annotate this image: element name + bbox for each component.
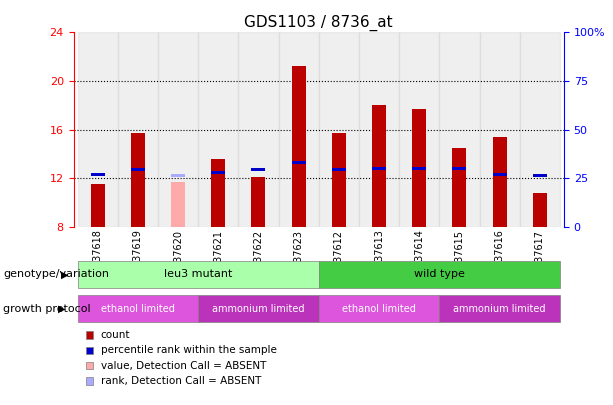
Bar [171,174,185,177]
Bar [479,32,520,227]
Bar [452,167,466,170]
Bar [412,167,426,170]
Bar [198,32,238,227]
Text: growth protocol: growth protocol [3,304,91,314]
Bar [319,32,359,227]
Text: percentile rank within the sample: percentile rank within the sample [101,345,276,355]
Bar [292,161,306,164]
Bar [412,109,426,227]
Bar [332,168,346,171]
Bar [493,173,507,176]
Bar [440,32,479,227]
Text: ▶: ▶ [61,269,69,279]
Bar [452,148,466,227]
Text: count: count [101,330,130,340]
Bar [359,32,399,227]
Bar [171,182,185,227]
Bar [238,32,278,227]
Text: ammonium limited: ammonium limited [454,304,546,314]
Bar [211,171,226,174]
Bar [372,167,386,170]
Bar [493,137,507,227]
Text: wild type: wild type [414,269,465,279]
Bar [520,32,560,227]
Text: ▶: ▶ [58,304,66,314]
Bar [78,32,118,227]
Bar [91,173,105,176]
Text: ethanol limited: ethanol limited [101,304,175,314]
Text: rank, Detection Call = ABSENT: rank, Detection Call = ABSENT [101,376,261,386]
FancyBboxPatch shape [198,295,319,322]
Text: leu3 mutant: leu3 mutant [164,269,232,279]
Bar [292,66,306,227]
Bar [251,177,265,227]
Text: value, Detection Call = ABSENT: value, Detection Call = ABSENT [101,361,266,371]
FancyBboxPatch shape [319,295,440,322]
Bar [131,133,145,227]
Bar [533,174,547,177]
Text: genotype/variation: genotype/variation [3,269,109,279]
Bar [91,184,105,227]
FancyBboxPatch shape [78,261,319,288]
Title: GDS1103 / 8736_at: GDS1103 / 8736_at [245,15,393,31]
FancyBboxPatch shape [440,295,560,322]
Bar [118,32,158,227]
Bar [533,193,547,227]
Bar [332,133,346,227]
FancyBboxPatch shape [319,261,560,288]
Bar [278,32,319,227]
Bar [399,32,440,227]
Bar [131,168,145,171]
Bar [251,168,265,171]
Text: ethanol limited: ethanol limited [342,304,416,314]
Bar [158,32,198,227]
Text: ammonium limited: ammonium limited [212,304,305,314]
Bar [211,159,226,227]
FancyBboxPatch shape [78,295,198,322]
Bar [372,105,386,227]
